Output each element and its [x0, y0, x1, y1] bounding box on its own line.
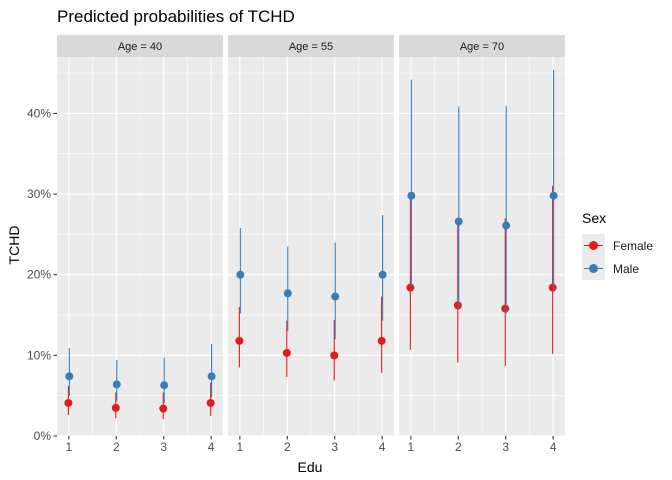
data-point-male	[160, 381, 169, 390]
x-tick-label: 4	[550, 440, 557, 454]
data-point-male	[65, 372, 74, 381]
facet-strip-label: Age = 40	[118, 41, 162, 53]
data-point-male	[236, 270, 245, 279]
data-point-male	[454, 217, 463, 226]
data-point-female	[377, 336, 386, 345]
data-point-female	[64, 398, 73, 407]
legend: Sex Female Male	[582, 210, 653, 280]
x-tick-label: 4	[208, 440, 215, 454]
x-tick-label: 3	[502, 440, 509, 454]
data-point-male	[331, 292, 340, 301]
legend-label-male: Male	[613, 261, 640, 276]
data-point-female	[501, 304, 510, 313]
y-axis-title: TCHD	[6, 226, 22, 265]
facet-strip-label: Age = 55	[289, 41, 333, 53]
data-point-female	[111, 403, 120, 412]
x-axis-title: Edu	[298, 459, 323, 475]
data-point-male	[407, 191, 416, 200]
data-point-female	[282, 348, 291, 357]
data-point-female	[235, 336, 244, 345]
legend-key-female	[582, 234, 605, 257]
x-tick-label: 1	[237, 440, 244, 454]
x-tick-label: 4	[379, 440, 386, 454]
data-point-male	[283, 289, 292, 298]
facet-strip	[57, 35, 223, 57]
data-point-female	[453, 301, 462, 310]
data-point-female	[330, 351, 339, 360]
legend-label-female: Female	[613, 238, 654, 253]
x-tick-label: 2	[284, 440, 291, 454]
data-point-female	[159, 404, 168, 413]
facet-strip-label: Age = 70	[460, 41, 504, 53]
data-point-male	[549, 191, 558, 200]
x-tick-label: 1	[408, 440, 415, 454]
y-tick-label: 20%	[27, 268, 51, 282]
y-tick-label: 40%	[27, 106, 51, 120]
y-tick-label: 0%	[34, 429, 52, 443]
data-point-female	[406, 283, 415, 292]
legend-key-male	[582, 257, 605, 280]
data-point-male	[378, 270, 387, 279]
data-point-male	[502, 221, 511, 230]
x-tick-label: 2	[455, 440, 462, 454]
facet-strip	[399, 35, 565, 57]
data-point-female	[548, 283, 557, 292]
x-tick-label: 3	[160, 440, 167, 454]
data-point-male	[112, 380, 121, 389]
legend-title: Sex	[582, 210, 607, 226]
data-point-male	[207, 372, 216, 381]
x-tick-label: 3	[331, 440, 338, 454]
facet-strip	[228, 35, 394, 57]
x-tick-label: 2	[113, 440, 120, 454]
y-tick-label: 30%	[27, 187, 51, 201]
y-tick-label: 10%	[27, 348, 51, 362]
chart-title: Predicted probabilities of TCHD	[57, 7, 295, 26]
legend-item-female: Female	[582, 234, 653, 257]
data-point-female	[206, 398, 215, 407]
legend-key-point	[589, 241, 598, 250]
legend-item-male: Male	[582, 257, 653, 280]
x-tick-label: 1	[66, 440, 73, 454]
legend-key-point	[589, 264, 598, 273]
